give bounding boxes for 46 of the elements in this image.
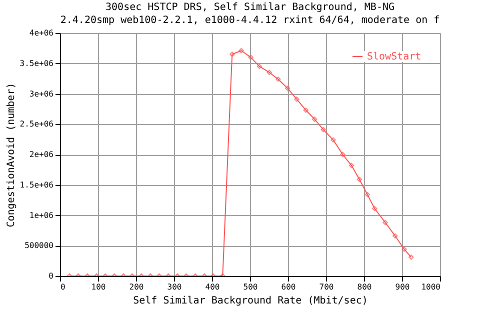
y-tick-label: 3e+06 bbox=[29, 89, 54, 98]
x-axis-title: Self Similar Background Rate (Mbit/sec) bbox=[133, 296, 368, 306]
x-tick-label: 900 bbox=[395, 282, 410, 292]
x-tick-label: 500 bbox=[243, 282, 258, 292]
y-tick-label: 0 bbox=[48, 272, 54, 280]
x-tick-label: 0 bbox=[60, 282, 66, 292]
point bbox=[392, 233, 398, 239]
chart-subtitle: 2.4.20smp web100-2.2.1, e1000-4.4.12 rxint 64/64, moderate on f bbox=[60, 15, 440, 26]
y-tick-label: 1.5e+06 bbox=[20, 180, 54, 190]
x-tick-label: 600 bbox=[281, 282, 296, 292]
point bbox=[340, 152, 346, 158]
y-tick-label: 1e+06 bbox=[29, 210, 54, 220]
point bbox=[276, 76, 281, 82]
point bbox=[372, 206, 378, 212]
y-tick-label: 2.5e+06 bbox=[20, 120, 54, 129]
point bbox=[256, 64, 262, 70]
point bbox=[266, 70, 272, 76]
x-tick-label: 100 bbox=[91, 282, 106, 292]
x-tick-label: 800 bbox=[357, 282, 372, 292]
y-axis-title: CongestionAvoid (number) bbox=[6, 82, 17, 228]
point bbox=[356, 176, 362, 182]
point bbox=[303, 108, 308, 113]
x-tick-label: 300 bbox=[167, 282, 182, 292]
x-tick-label: 700 bbox=[319, 282, 334, 292]
point bbox=[248, 54, 254, 60]
point bbox=[364, 192, 370, 198]
point bbox=[312, 116, 318, 122]
point bbox=[382, 220, 388, 226]
point bbox=[408, 254, 414, 260]
x-tick-label: 200 bbox=[129, 282, 144, 292]
y-tick-label: 500000 bbox=[24, 241, 54, 250]
x-tick-label: 1000 bbox=[421, 282, 441, 292]
point bbox=[348, 162, 354, 168]
point bbox=[285, 86, 290, 91]
y-tick-label: 3.5e+06 bbox=[20, 58, 54, 68]
point bbox=[330, 137, 336, 143]
y-tick-label: 4e+06 bbox=[29, 28, 54, 38]
y-tick-label: 2e+06 bbox=[29, 150, 54, 159]
point bbox=[294, 96, 300, 102]
point bbox=[320, 126, 326, 132]
x-tick-label: 400 bbox=[205, 282, 220, 292]
point bbox=[238, 48, 244, 54]
point bbox=[402, 246, 407, 252]
legend-label: SlowStart bbox=[367, 52, 422, 62]
point bbox=[230, 52, 235, 57]
chart-title: 300sec HSTCP DRS, Self Similar Background, MB-NG bbox=[106, 2, 394, 13]
